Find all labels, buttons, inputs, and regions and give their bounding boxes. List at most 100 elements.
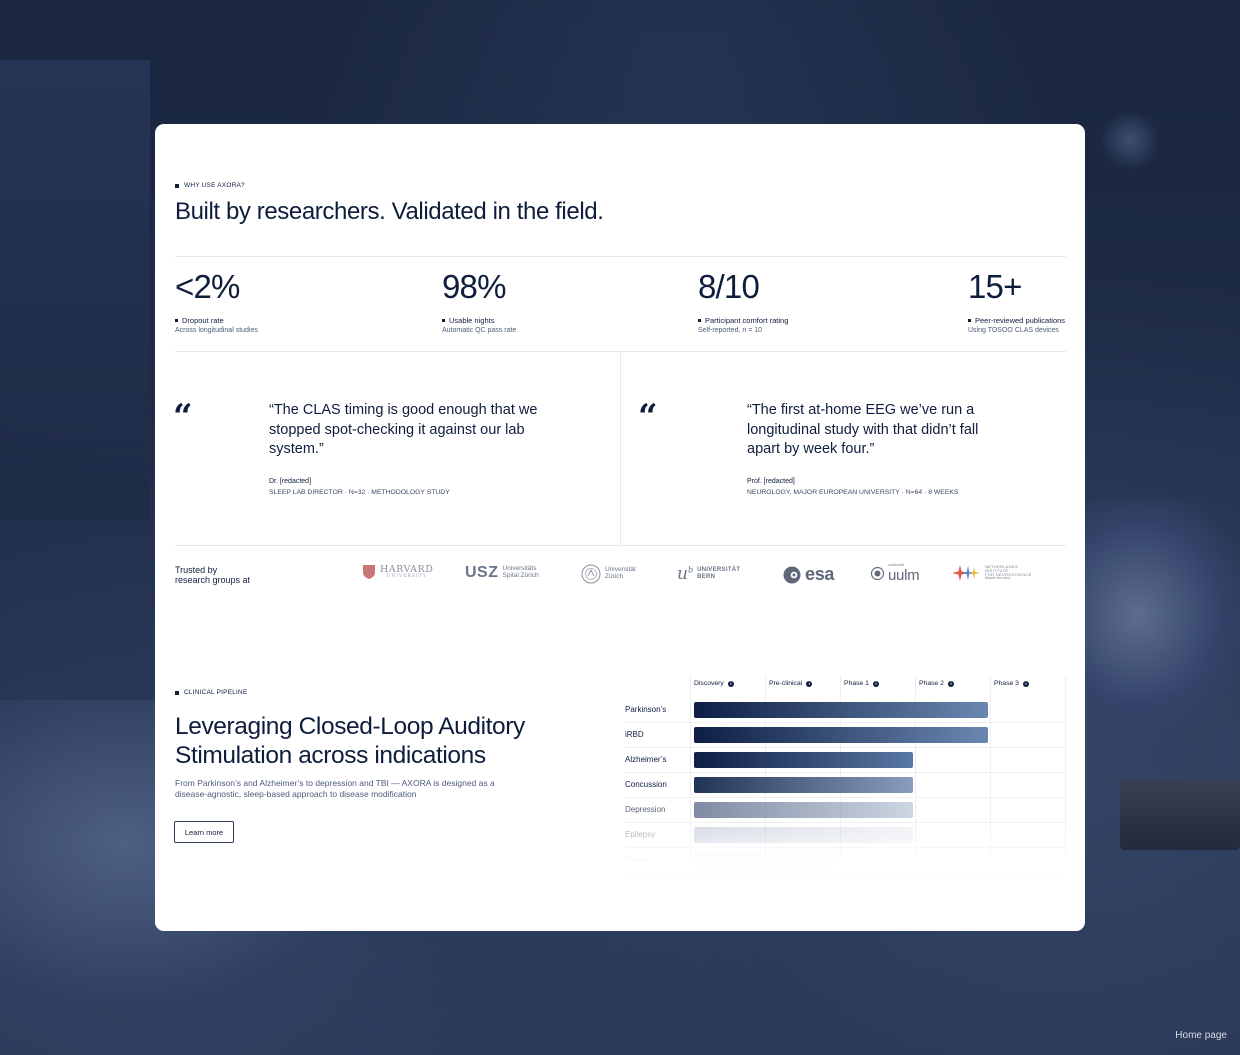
background-pillow [1070,500,1240,730]
bullet-square [968,319,971,322]
indication-label: Concussion [625,780,667,789]
stat-subtext: Using TOSOO CLAS devices [968,327,1059,334]
stat-value: <2% [175,268,240,305]
phase-header-label: Discovery [694,680,724,687]
stat-value: 98% [442,268,506,305]
info-icon[interactable]: i [947,680,954,687]
pipeline-eyebrow-text: CLINICAL PIPELINE [184,689,248,696]
progress-bar [694,727,988,743]
learn-more-button[interactable]: Learn more [174,821,234,843]
phase-gridline [990,676,991,856]
phase-gridline [915,676,916,856]
ulm-mark: uulm [888,566,920,584]
trusted-line: research groups at [175,574,251,585]
testimonial-author: Dr. [redacted] [269,478,312,485]
ulm-seal-icon [871,566,884,580]
unibern-line2: BERN [697,574,716,580]
testimonial-role: SLEEP LAB DIRECTOR · N=32 · METHODOLOGY … [269,489,450,496]
background-lamp [1100,110,1160,170]
stat-dropout: <2% Dropout rate Across longitudinal stu… [175,270,258,334]
trusted-by-label: Trusted by research groups at [175,565,251,585]
stat-label: Usable nights [442,316,516,325]
stat-value: 15+ [968,268,1022,305]
unibern-logo: ub UNIVERSITÄT BERN [677,564,740,584]
bullet-square [175,183,179,188]
progress-bar [694,702,988,718]
phase-gridline [690,676,691,856]
phase-header-label: Phase 2 [919,680,944,687]
stat-label: Dropout rate [175,316,258,325]
stat-subtext: Across longitudinal studies [175,327,258,334]
harvard-sub: UNIVERSITY [386,573,427,579]
indication-label: Depression [625,805,666,814]
usz-line1: Universitäts [502,565,537,573]
indication-label: iRBD [625,730,644,739]
esa-circle-icon [783,566,801,583]
esa-mark: esa [805,564,835,584]
row-divider [625,747,1066,748]
stat-label-text: Participant comfort rating [705,316,789,325]
why-eyebrow: WHY USE AXORA? [175,182,245,189]
row-divider [625,797,1066,798]
progress-bar [694,777,913,793]
background-window [0,60,150,520]
esa-logo: esa [783,564,834,585]
info-icon[interactable]: i [727,680,734,687]
progress-bar [694,802,913,818]
uzh-line1: Universität [605,566,636,574]
ulm-logo: universität uulm [871,563,920,584]
testimonial-role: NEUROLOGY, MAJOR EUROPEAN UNIVERSITY · N… [747,489,959,496]
pipeline-heading-line2: Stimulation across indications [175,742,486,769]
pipeline-description: From Parkinson’s and Alzheimer’s to depr… [175,778,495,799]
unibern-line1: UNIVERSITÄT [697,567,741,574]
stat-usable-nights: 98% Usable nights Automatic QC pass rate [442,270,516,334]
phase-header: Pre-clinical i [769,680,813,687]
quote-mark-icon: “ [638,397,658,437]
usz-line2: Spital Zürich [502,572,539,579]
stat-label-text: Dropout rate [182,316,224,325]
testimonial-quote: “The CLAS timing is good enough that we … [269,402,538,457]
harvard-name: HARVARD [380,564,434,575]
divider-top [175,256,1066,257]
usz-mark: USZ [465,564,499,581]
quote-mark-icon: “ [173,397,193,437]
row-divider [625,772,1066,773]
nin-line2: INSTITUTE [985,568,1009,574]
pipeline-eyebrow: CLINICAL PIPELINE [175,689,248,696]
stat-comfort: 8/10 Participant comfort rating Self-rep… [698,270,788,334]
unibern-mark: u [677,564,688,584]
phase-header-label: Pre-clinical [769,680,803,687]
pipeline-fade-overlay [615,824,1075,894]
testimonial-quote: “The first at-home EEG we’ve run a longi… [747,402,979,457]
info-icon[interactable]: i [872,680,879,687]
stat-publications: 15+ Peer-reviewed publications Using TOS… [968,270,1065,334]
indication-label: Alzheimer’s [625,755,667,764]
progress-bar [694,752,913,768]
ulm-small: universität [888,563,904,567]
bullet-square [442,319,445,322]
stat-subtext: Automatic QC pass rate [442,327,517,334]
stat-value: 8/10 [698,268,760,305]
pipeline-heading-line1: Leveraging Closed-Loop Auditory [175,713,525,740]
trusted-line: Trusted by [175,565,218,575]
nin-line3: FOR NEUROSCIENCE [985,572,1032,578]
info-icon[interactable]: i [1022,680,1029,687]
phase-header-label: Phase 1 [844,680,869,687]
nin-star-icon [953,565,980,581]
divider-logos [175,545,1066,546]
testimonial-author: Prof. [redacted] [747,478,795,485]
uzh-seal-icon [581,564,601,584]
stat-label: Participant comfort rating [698,316,788,325]
indication-label: Parkinson’s [625,705,667,714]
harvard-logo: HARVARD UNIVERSITY [362,564,433,580]
phase-header: Discovery i [694,680,734,687]
why-eyebrow-text: WHY USE AXORA? [184,182,245,189]
bullet-square [175,690,179,695]
pipeline-heading: Leveraging Closed-Loop Auditory Stimulat… [175,712,595,770]
info-icon[interactable]: i [806,680,813,687]
uzh-line2: Zürich [605,573,624,580]
divider-testimonials [620,351,621,545]
page-caption: Home page [1175,1030,1227,1041]
